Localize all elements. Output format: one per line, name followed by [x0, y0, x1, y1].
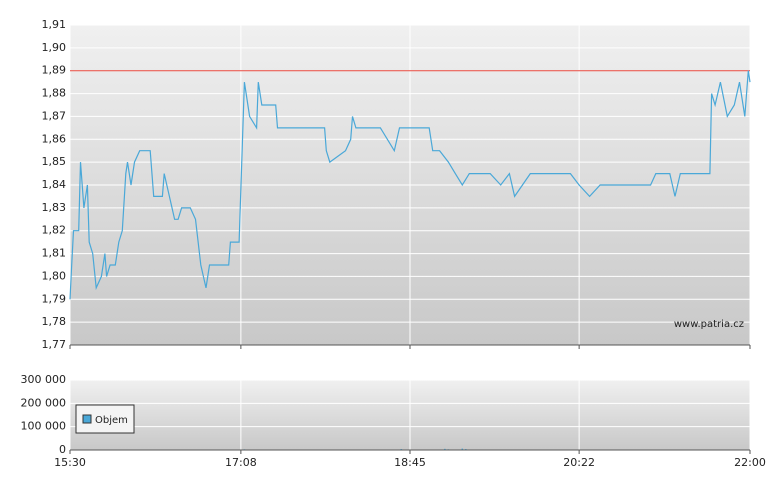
y-tick-label: 100 000 [21, 420, 67, 433]
y-tick-label: 0 [59, 443, 66, 456]
y-tick-label: 1,80 [42, 269, 67, 282]
y-tick-label: 1,84 [42, 178, 67, 191]
y-tick-label: 1,91 [42, 18, 67, 31]
y-tick-label: 1,88 [42, 87, 67, 100]
volume-bar [444, 448, 446, 450]
x-tick-label: 22:00 [734, 456, 766, 469]
y-tick-label: 1,81 [42, 247, 67, 260]
watermark: www.patria.cz [674, 319, 744, 330]
x-tick-label: 15:30 [54, 456, 86, 469]
y-tick-label: 1,83 [42, 201, 67, 214]
price-line [69, 70, 751, 300]
y-tick-label: 1,79 [42, 292, 67, 305]
y-tick-label: 1,77 [42, 338, 67, 351]
legend-swatch [82, 414, 92, 424]
legend-box [75, 404, 135, 434]
legend-label: Objem [95, 415, 128, 426]
x-tick-label: 20:22 [563, 456, 595, 469]
y-tick-label: 1,86 [42, 132, 67, 145]
x-tick-label: 18:45 [394, 456, 426, 469]
y-tick-label: 1,90 [42, 41, 67, 54]
x-tick-label: 17:08 [225, 456, 257, 469]
volume-bar [461, 448, 464, 450]
y-tick-label: 1,87 [42, 109, 67, 122]
y-tick-label: 1,89 [42, 64, 67, 77]
y-tick-label: 1,78 [42, 315, 67, 328]
y-tick-label: 300 000 [21, 373, 67, 386]
y-tick-label: 1,85 [42, 155, 67, 168]
y-tick-label: 1,82 [42, 224, 67, 237]
y-tick-label: 200 000 [21, 396, 67, 409]
